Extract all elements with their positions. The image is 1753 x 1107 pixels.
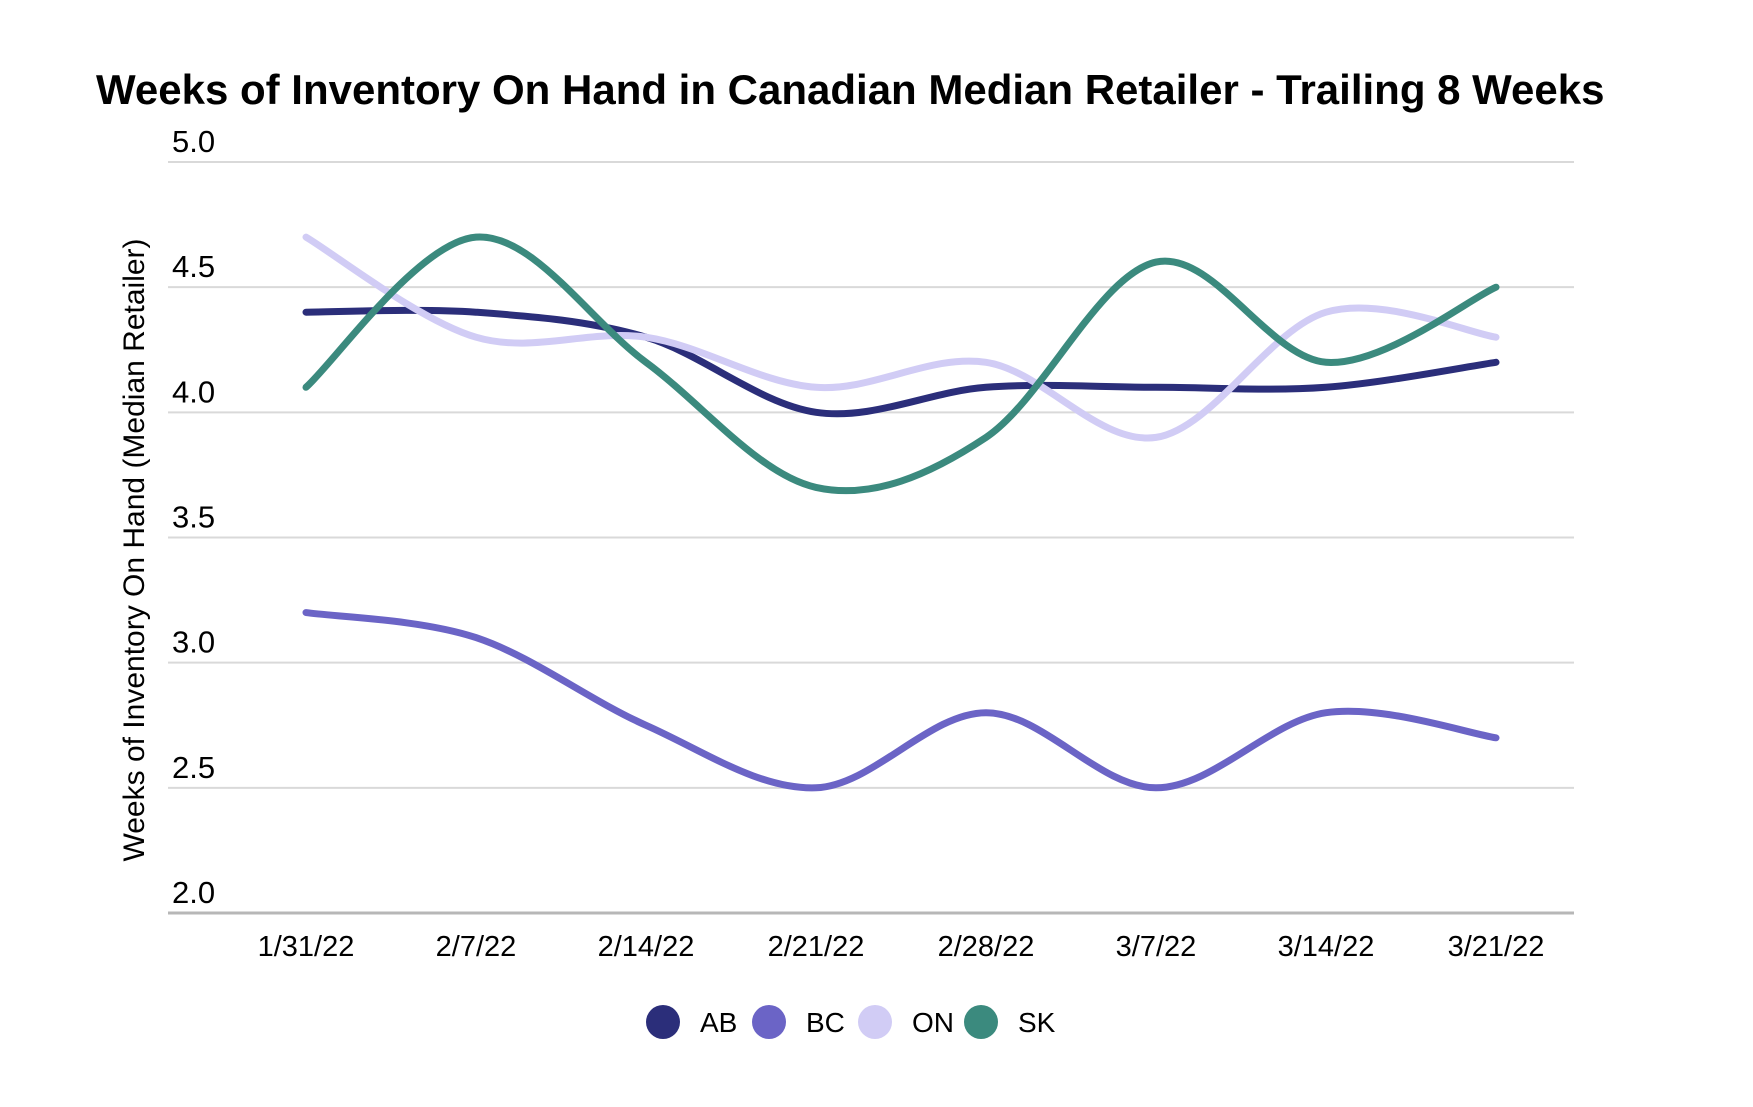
legend-swatch-ON [858,1005,892,1039]
y-tick-label: 2.5 [172,750,215,785]
x-tick-label: 2/21/22 [768,931,865,963]
y-tick-label: 4.5 [172,249,215,284]
x-tick-label: 2/14/22 [598,931,695,963]
y-tick-label: 3.0 [172,625,215,660]
series-lines [302,233,1500,792]
gridlines [168,161,1574,915]
legend-swatch-SK [964,1005,998,1039]
chart-title: Weeks of Inventory On Hand in Canadian M… [96,66,1605,113]
legend-item-AB[interactable]: AB [646,1005,737,1039]
legend-item-ON[interactable]: ON [858,1005,954,1039]
x-tick-label: 1/31/22 [258,931,355,963]
y-tick-label: 3.5 [172,500,215,535]
x-tick-label: 2/28/22 [938,931,1035,963]
legend-swatch-AB [646,1005,680,1039]
x-tick-label: 2/7/22 [436,931,517,963]
legend-item-BC[interactable]: BC [752,1005,845,1039]
legend-item-SK[interactable]: SK [964,1005,1056,1039]
y-axis-labels: 5.0 4.5 4.0 3.5 3.0 2.5 2.0 [172,124,215,910]
legend-label: ON [912,1007,954,1038]
x-axis-labels: 1/31/22 2/7/22 2/14/22 2/21/22 2/28/22 3/7/22… [258,931,1545,963]
series-line-ON [302,233,1500,442]
series-line-AB [302,306,1500,418]
y-tick-label: 5.0 [172,124,215,159]
y-tick-label: 4.0 [172,374,215,409]
x-tick-label: 3/7/22 [1116,931,1197,963]
legend-label: BC [806,1007,845,1038]
x-tick-label: 3/14/22 [1278,931,1375,963]
y-tick-label: 2.0 [172,875,215,910]
legend: AB BC ON SK [646,1005,1056,1039]
x-tick-label: 3/21/22 [1448,931,1545,963]
series-line-SK [302,233,1500,495]
y-axis-title: Weeks of Inventory On Hand (Median Retai… [118,238,151,861]
legend-swatch-BC [752,1005,786,1039]
legend-label: SK [1018,1007,1056,1038]
series-line-BC [302,609,1500,792]
legend-label: AB [700,1007,737,1038]
